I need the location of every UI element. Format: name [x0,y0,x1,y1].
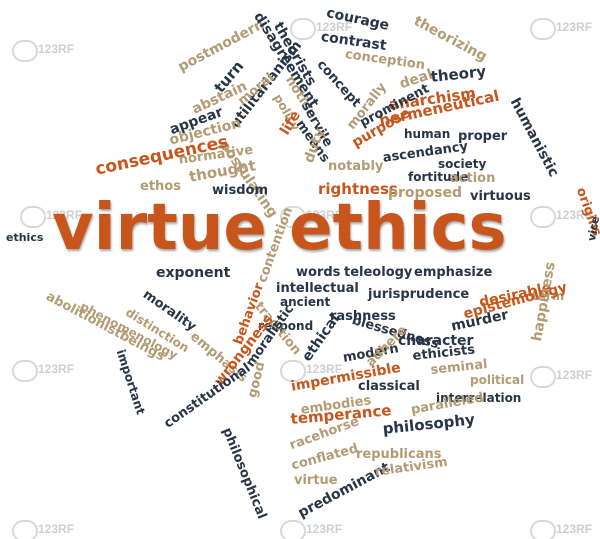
watermark-logo-icon [12,520,38,539]
watermark-logo-icon [280,520,306,539]
watermark-logo-icon [530,206,556,228]
cloud-word: constitutional [161,360,254,432]
cloud-word: notably [328,159,384,174]
watermark-text: 123RF [556,208,593,222]
watermark-logo-icon [290,18,316,40]
cloud-word: theorizing [410,13,490,66]
cloud-word: interrelation [436,391,522,405]
cloud-word: ethics [6,231,44,244]
cloud-word: vice [585,215,600,243]
watermark-logo-icon [12,40,38,62]
cloud-word: character [398,333,474,349]
cloud-word: teleology [344,265,413,280]
watermark-logo-icon [280,206,306,228]
cloud-word: jurisprudence [368,287,470,302]
cloud-word: virtue [294,473,338,488]
watermark-text: 123RF [556,368,593,382]
watermark-text: 123RF [306,208,343,222]
cloud-word: philosophical [219,425,270,522]
cloud-word: important [113,347,148,417]
headline-word: virtue ethics [52,191,507,265]
cloud-word: respond [258,319,314,333]
cloud-word: concept [313,57,364,111]
cloud-word: wisdom [212,183,268,198]
cloud-word: conception [344,47,426,74]
cloud-word: rashness [330,309,396,324]
watermark-logo-icon [280,360,306,382]
cloud-word: emphasize [414,265,493,280]
cloud-word: exponent [156,265,231,281]
cloud-word: action [450,171,496,186]
cloud-word: human [404,127,451,141]
cloud-word: republicans [356,447,442,462]
cloud-word: proper [458,129,508,144]
watermark-text: 123RF [306,362,343,376]
watermark-logo-icon [20,206,46,228]
cloud-word: classical [358,379,420,394]
watermark-logo-icon [12,360,38,382]
cloud-word: political [470,373,525,387]
watermark-text: 123RF [46,208,83,222]
cloud-word: virtuous [470,189,531,204]
watermark-text: 123RF [556,20,593,34]
cloud-word: postmodern [175,16,268,76]
cloud-word: philosophy [381,410,476,438]
cloud-word: proposed [388,185,463,201]
cloud-word: words [296,265,341,280]
watermark-text: 123RF [306,522,343,536]
cloud-word: ethos [140,179,181,194]
watermark-logo-icon [530,18,556,40]
watermark-text: 123RF [556,522,593,536]
watermark-text: 123RF [316,20,353,34]
cloud-word: rightness [318,180,398,198]
cloud-word: theory [429,62,487,86]
cloud-word: ancient [280,295,331,309]
cloud-word: intellectual [276,281,359,296]
watermark-text: 123RF [38,362,75,376]
watermark-text: 123RF [38,42,75,56]
watermark-logo-icon [530,520,556,539]
watermark-logo-icon [530,366,556,388]
cloud-word: term [532,289,565,303]
cloud-word: humanistic [506,95,562,180]
cloud-word: fortitude [408,170,469,184]
watermark-text: 123RF [38,522,75,536]
cloud-word: society [438,157,487,171]
